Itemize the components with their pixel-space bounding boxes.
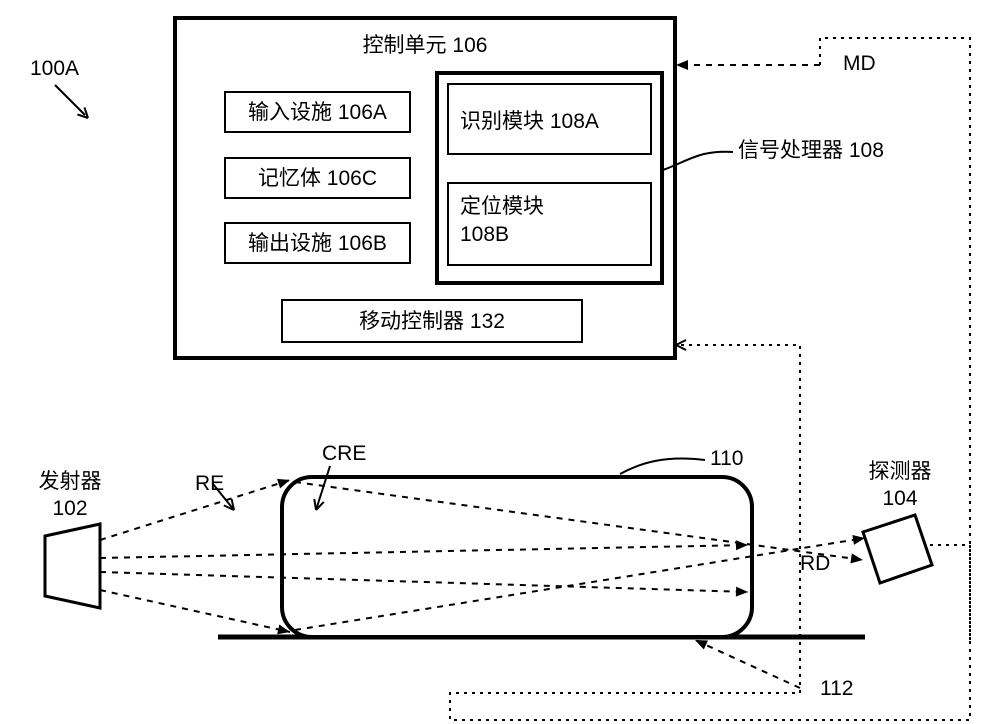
output-facility-box-label: 输出设施 106B: [248, 232, 387, 255]
ref-110-label: 110: [710, 447, 743, 470]
cre-label: CRE: [322, 442, 366, 465]
emitter-ref: 102: [52, 497, 87, 520]
rd-label: RD: [800, 552, 830, 575]
figure-ref-label: 100A: [30, 57, 79, 80]
object-capsule: [282, 477, 752, 637]
detector-name: 探测器: [869, 460, 932, 483]
control-unit-title: 控制单元 106: [363, 34, 488, 57]
md-label: MD: [843, 52, 876, 75]
recognition-module-label: 识别模块 108A: [460, 110, 599, 133]
move-controller-label: 移动控制器 132: [359, 310, 505, 333]
emitter-name: 发射器: [39, 470, 102, 493]
localization-module-ref: 108B: [460, 223, 509, 246]
ref-112-label: 112: [820, 677, 853, 700]
emitter-shape: [45, 524, 100, 608]
input-facility-box-label: 输入设施 106A: [248, 101, 387, 124]
memory-box-label: 记忆体 106C: [258, 167, 377, 190]
signal-processor-label: 信号处理器 108: [738, 139, 884, 162]
detector-ref: 104: [882, 487, 917, 510]
localization-module-name: 定位模块: [460, 195, 544, 218]
